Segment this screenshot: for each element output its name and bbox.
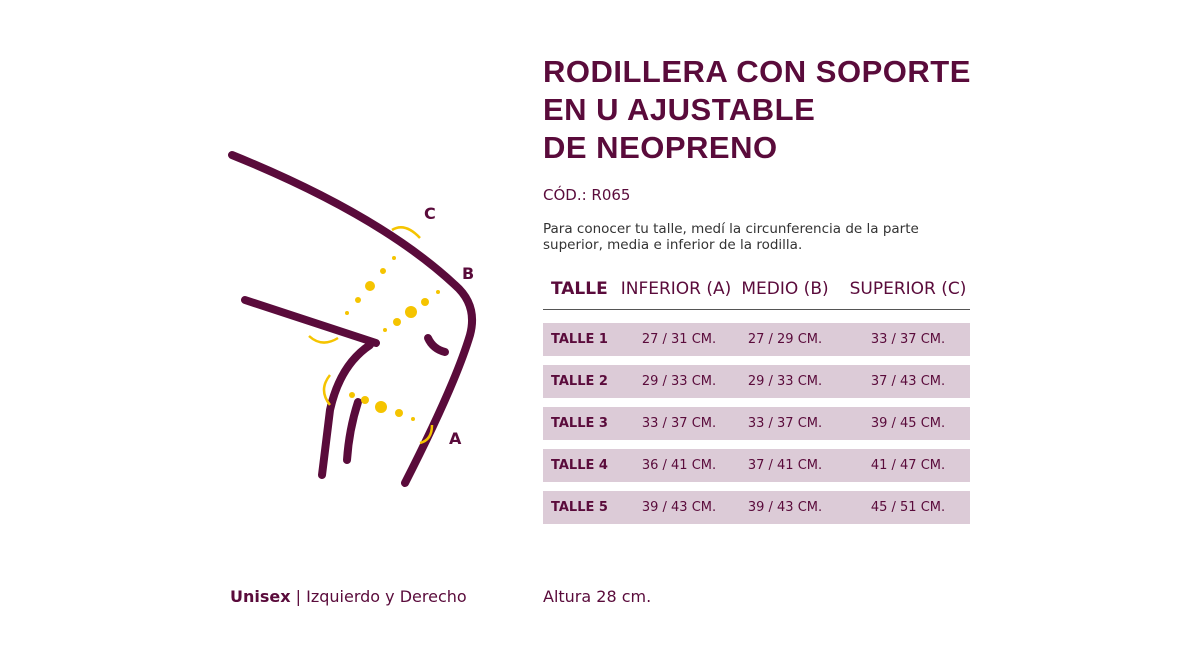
table-row: TALLE 3 33 / 37 CM. 33 / 37 CM. 39 / 45 CM.	[543, 407, 970, 440]
measure-arrows	[308, 226, 434, 445]
size-label: TALLE 2	[551, 374, 608, 389]
table-header: MEDIO (B)	[741, 279, 829, 299]
measure-cell: 29 / 33 CM.	[641, 374, 717, 389]
table-header: INFERIOR (A)	[620, 279, 732, 299]
table-row: TALLE 4 36 / 41 CM. 37 / 41 CM. 41 / 47 CM.	[543, 449, 970, 482]
measure-cell: 33 / 37 CM.	[747, 416, 823, 431]
height-info: Altura 28 cm.	[543, 587, 652, 606]
measure-cell: 29 / 33 CM.	[747, 374, 823, 389]
gender: Unisex	[230, 587, 291, 606]
title-line: EN U AJUSTABLE	[543, 92, 816, 127]
size-label: TALLE 1	[551, 332, 608, 347]
knee-diagram: C B A	[228, 151, 477, 487]
header-rule	[543, 309, 970, 310]
measure-cell: 37 / 41 CM.	[747, 458, 823, 473]
title-line: DE NEOPRENO	[543, 130, 778, 165]
diagram-label: A	[449, 429, 462, 448]
leg-outline	[228, 151, 477, 487]
table-row: TALLE 5 39 / 43 CM. 39 / 43 CM. 45 / 51 CM.	[543, 491, 970, 524]
instructions: Para conocer tu talle, medí la circunfer…	[543, 221, 919, 237]
table-header: TALLE	[551, 279, 608, 299]
measure-dots	[345, 256, 440, 421]
product-code: CÓD.: R065	[543, 186, 631, 204]
table-header: SUPERIOR (C)	[849, 279, 967, 299]
measure-cell: 39 / 45 CM.	[870, 416, 946, 431]
measure-cell: 39 / 43 CM.	[641, 500, 717, 515]
table-row: TALLE 2 29 / 33 CM. 29 / 33 CM. 37 / 43 CM.	[543, 365, 970, 398]
leg-outline	[343, 398, 362, 464]
table-row: TALLE 1 27 / 31 CM. 27 / 29 CM. 33 / 37 CM.	[543, 323, 970, 356]
diagram-label: C	[424, 204, 436, 223]
size-label: TALLE 5	[551, 500, 608, 515]
title-line: RODILLERA CON SOPORTE	[543, 54, 971, 89]
size-label: TALLE 4	[551, 458, 608, 473]
measure-cell: 27 / 29 CM.	[747, 332, 823, 347]
sides: | Izquierdo y Derecho	[295, 587, 467, 606]
measure-cell: 41 / 47 CM.	[870, 458, 946, 473]
measure-cell: 39 / 43 CM.	[747, 500, 823, 515]
kneecap	[424, 334, 449, 356]
measure-cell: 27 / 31 CM.	[641, 332, 717, 347]
leg-outline	[241, 296, 380, 347]
measure-cell: 33 / 37 CM.	[641, 416, 717, 431]
measure-cell: 33 / 37 CM.	[870, 332, 946, 347]
instructions: superior, media e inferior de la rodilla…	[543, 237, 803, 253]
footer-left: Unisex | Izquierdo y Derecho	[230, 587, 467, 606]
measure-cell: 37 / 43 CM.	[870, 374, 946, 389]
diagram-label: B	[462, 264, 474, 283]
measure-cell: 36 / 41 CM.	[641, 458, 717, 473]
measure-cell: 45 / 51 CM.	[870, 500, 946, 515]
leg-outline	[318, 341, 374, 479]
size-label: TALLE 3	[551, 416, 608, 431]
